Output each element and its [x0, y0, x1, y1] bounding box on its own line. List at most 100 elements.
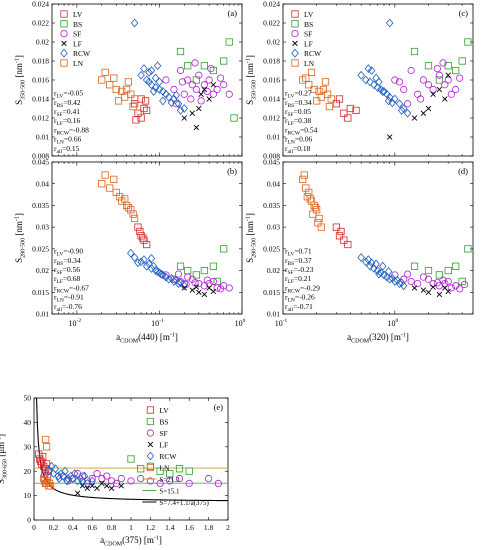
point-sf — [156, 479, 164, 487]
point-bs — [424, 266, 433, 275]
point-sf — [188, 81, 196, 89]
point-ln — [101, 68, 109, 76]
correlation-stat: rBS=0.34 — [54, 256, 81, 267]
point-rcw — [357, 70, 365, 80]
y-tick-label: 0.025 — [32, 244, 49, 253]
correlation-stat: rLN=-0.91 — [54, 293, 84, 304]
point-rcw — [170, 94, 178, 104]
x-tick-label: 100 — [235, 318, 246, 328]
point-rcw — [134, 258, 142, 268]
point-ln — [327, 95, 335, 103]
point-rcw — [388, 273, 397, 283]
point-lf — [118, 483, 125, 489]
point-rcw — [370, 263, 378, 273]
point-bs — [127, 455, 135, 463]
point-sf — [213, 85, 221, 94]
point-ln — [114, 97, 123, 105]
point-lv — [352, 106, 360, 114]
point-ln — [110, 74, 118, 82]
point-ln — [302, 74, 310, 82]
x-tick-label: 0.8 — [107, 523, 117, 532]
point-lf — [430, 284, 436, 290]
point-rcw — [379, 261, 387, 271]
point-rcw — [64, 474, 72, 483]
correlation-stat: rSF=0.56 — [54, 265, 80, 276]
point-ln — [307, 197, 316, 205]
legend-marker-bs — [146, 417, 154, 426]
point-rcw — [180, 104, 189, 113]
point-bs — [192, 271, 200, 279]
point-rcw — [174, 279, 183, 289]
point-lv — [143, 240, 151, 249]
point-ln — [315, 87, 323, 95]
y-tick-label: 0.008 — [32, 152, 49, 161]
point-rcw — [165, 274, 173, 284]
correlation-stat: rall=0.15 — [54, 144, 80, 155]
point-sf — [439, 59, 447, 67]
point-sf — [407, 277, 415, 286]
y-tick-label: 0.014 — [263, 95, 280, 104]
point-rcw — [88, 476, 96, 486]
correlation-stat: rBS=0.42 — [54, 98, 81, 109]
point-sf — [192, 85, 200, 94]
point-sf — [452, 85, 460, 94]
point-lf — [436, 86, 443, 93]
point-rcw — [384, 96, 393, 106]
y-tick-label: 0.01 — [36, 133, 49, 142]
point-sf — [180, 90, 188, 98]
point-sf — [187, 95, 195, 103]
legend-marker-lv — [60, 10, 68, 18]
point-sf — [395, 78, 404, 86]
y-axis-label: S350-500 [nm-1] — [14, 55, 27, 105]
point-rcw — [399, 281, 408, 291]
point-lv — [340, 236, 348, 244]
point-rcw — [153, 61, 162, 71]
point-sf — [180, 279, 188, 288]
point-lf — [442, 96, 448, 102]
point-ln — [325, 103, 334, 111]
legend-label-sf: SF — [159, 429, 167, 438]
point-rcw — [157, 269, 165, 279]
legend-marker-bs — [291, 20, 299, 28]
correlation-stat: rLV=0.27 — [285, 89, 312, 100]
point-rcw — [385, 92, 394, 102]
point-bs — [220, 245, 228, 253]
point-sf — [447, 284, 455, 292]
point-bs — [200, 62, 208, 70]
point-lf — [181, 115, 188, 121]
point-rcw — [176, 105, 185, 115]
point-sf — [117, 474, 125, 483]
legend-label-bs: BS — [304, 20, 313, 29]
y-tick-label: 20 — [24, 467, 32, 476]
point-rcw — [364, 64, 373, 74]
point-sf — [403, 100, 412, 108]
y-tick-label: 30 — [24, 442, 32, 451]
point-rcw — [140, 255, 148, 265]
legend-marker-sf — [146, 429, 154, 437]
point-lv — [141, 97, 150, 105]
point-sf — [444, 277, 452, 286]
point-rcw — [172, 90, 181, 100]
point-bs — [435, 271, 443, 279]
legend-label-lv: LV — [304, 10, 314, 19]
point-bs — [156, 467, 164, 475]
point-rcw — [384, 267, 393, 276]
point-bs — [230, 114, 238, 122]
y-tick-label: 0.035 — [263, 201, 280, 210]
point-ln — [45, 479, 54, 488]
y-tick-label: 0.024 — [263, 0, 280, 9]
panel-d: 0.01 0.015 0.02 0.025 0.03 0.035 0.04 0.045 10-1… — [245, 158, 474, 345]
point-sf — [441, 81, 449, 89]
point-sf — [112, 479, 121, 487]
legend-marker-lf — [61, 40, 67, 47]
point-sf — [439, 276, 447, 284]
point-sf — [103, 472, 111, 480]
point-rcw — [63, 476, 71, 486]
legend-marker-rcw — [60, 48, 68, 58]
point-lv — [340, 109, 348, 117]
point-rcw — [377, 268, 385, 278]
point-lf — [201, 291, 208, 298]
point-sf — [203, 87, 211, 96]
point-lf — [189, 287, 196, 293]
point-rcw — [55, 474, 63, 483]
